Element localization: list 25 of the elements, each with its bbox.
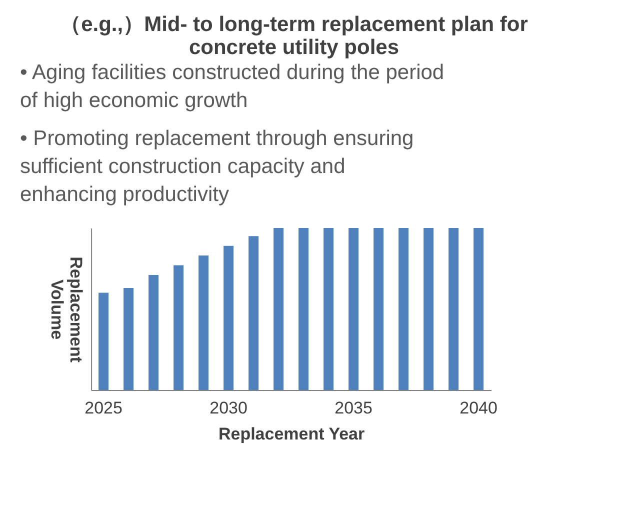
x-tick-label: 2035 — [334, 398, 372, 418]
x-axis-title: Replacement Year — [218, 424, 366, 444]
chart-title: （e.g.,）Mid- to long-term replacement plan for concrete utility poles — [60, 13, 528, 59]
bar — [98, 292, 109, 390]
bar — [348, 228, 359, 390]
bar — [124, 288, 134, 390]
x-tick-label: 2040 — [460, 398, 498, 418]
x-tick-label: 2030 — [210, 398, 248, 418]
text: • Promoting replacement through ensuring sufficient construction capacity and enhancing productivity — [20, 126, 414, 206]
x-tick-label: 2025 — [84, 398, 122, 418]
bar — [448, 228, 459, 390]
bar — [224, 246, 234, 390]
bar — [198, 256, 209, 390]
text: • Aging facilities constructed during the period of high economic growth — [20, 61, 444, 112]
bar — [274, 228, 284, 390]
bar — [148, 274, 159, 390]
bar — [298, 228, 309, 390]
y-axis-title: Replacement Volume — [48, 256, 86, 363]
bar — [374, 228, 384, 390]
bar — [248, 236, 259, 390]
bar — [174, 265, 184, 390]
bar — [474, 228, 484, 390]
bar — [398, 228, 409, 390]
bar — [424, 228, 434, 390]
bar — [324, 228, 334, 390]
